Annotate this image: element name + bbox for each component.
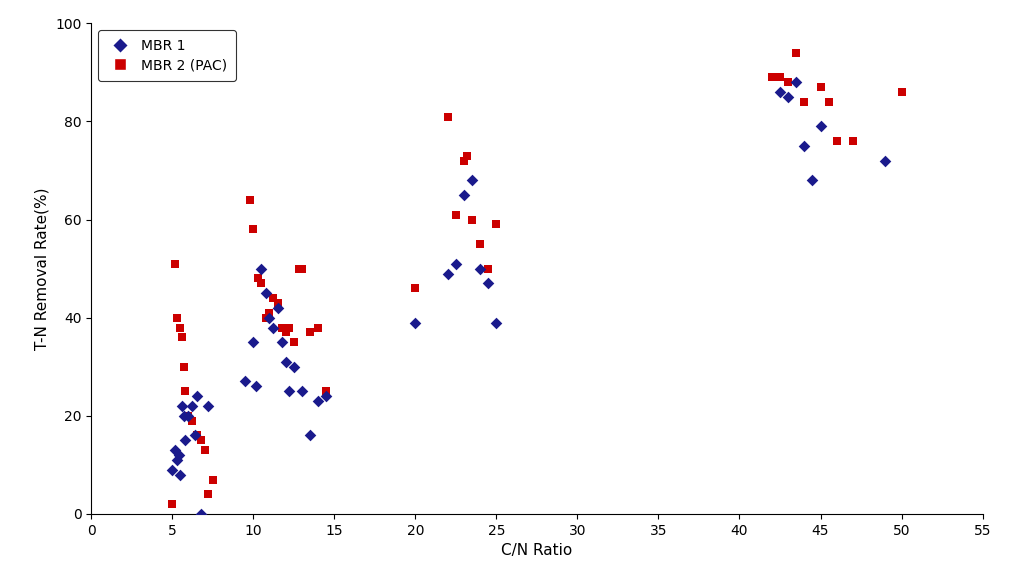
MBR 1 [440, 269, 456, 278]
MBR 1 [200, 401, 216, 411]
MBR 1 [812, 121, 829, 131]
MBR 2 (PAC) [480, 264, 496, 273]
MBR 1 [788, 78, 804, 87]
MBR 2 (PAC) [772, 72, 788, 82]
Y-axis label: T-N Removal Rate(%): T-N Removal Rate(%) [34, 187, 50, 350]
MBR 2 (PAC) [812, 82, 829, 92]
MBR 2 (PAC) [821, 97, 837, 106]
MBR 1 [186, 431, 203, 440]
MBR 2 (PAC) [177, 387, 193, 396]
MBR 2 (PAC) [893, 88, 910, 97]
MBR 2 (PAC) [167, 259, 183, 269]
MBR 1 [264, 323, 281, 332]
MBR 2 (PAC) [275, 323, 291, 332]
MBR 2 (PAC) [440, 112, 456, 121]
MBR 2 (PAC) [407, 284, 423, 293]
MBR 1 [278, 357, 294, 367]
MBR 2 (PAC) [310, 323, 326, 332]
MBR 2 (PAC) [242, 195, 258, 204]
MBR 1 [188, 391, 205, 401]
MBR 2 (PAC) [796, 97, 812, 106]
MBR 2 (PAC) [188, 431, 205, 440]
MBR 1 [164, 465, 180, 474]
MBR 1 [780, 92, 796, 102]
MBR 2 (PAC) [172, 323, 188, 332]
MBR 1 [318, 391, 334, 401]
X-axis label: C/N Ratio: C/N Ratio [501, 543, 572, 558]
MBR 2 (PAC) [183, 416, 200, 425]
MBR 2 (PAC) [205, 475, 221, 484]
MBR 1 [772, 88, 788, 97]
MBR 1 [281, 387, 297, 396]
MBR 1 [170, 450, 186, 460]
MBR 1 [175, 411, 191, 420]
MBR 2 (PAC) [197, 446, 213, 455]
MBR 2 (PAC) [780, 78, 796, 87]
MBR 1 [488, 318, 504, 327]
MBR 2 (PAC) [845, 137, 861, 146]
MBR 2 (PAC) [253, 279, 269, 288]
MBR 1 [302, 431, 318, 440]
MBR 2 (PAC) [245, 225, 261, 234]
MBR 1 [245, 338, 261, 347]
MBR 1 [172, 470, 188, 479]
MBR 2 (PAC) [788, 48, 804, 57]
MBR 1 [261, 313, 278, 322]
MBR 2 (PAC) [472, 239, 488, 249]
MBR 1 [174, 401, 190, 411]
MBR 1 [480, 279, 496, 288]
MBR 1 [275, 338, 291, 347]
MBR 1 [456, 190, 472, 200]
MBR 2 (PAC) [281, 323, 297, 332]
MBR 1 [253, 264, 269, 273]
MBR 1 [167, 446, 183, 455]
MBR 1 [269, 303, 286, 312]
MBR 2 (PAC) [302, 328, 318, 337]
MBR 2 (PAC) [258, 313, 275, 322]
MBR 2 (PAC) [261, 308, 278, 318]
MBR 2 (PAC) [278, 328, 294, 337]
MBR 1 [448, 259, 464, 269]
Legend: MBR 1, MBR 2 (PAC): MBR 1, MBR 2 (PAC) [98, 30, 236, 81]
MBR 2 (PAC) [264, 293, 281, 303]
MBR 2 (PAC) [175, 362, 191, 371]
MBR 2 (PAC) [286, 338, 302, 347]
MBR 1 [248, 382, 264, 391]
MBR 2 (PAC) [250, 274, 266, 283]
MBR 1 [183, 401, 200, 411]
MBR 2 (PAC) [448, 210, 464, 220]
MBR 2 (PAC) [459, 151, 475, 161]
MBR 1 [177, 436, 193, 445]
MBR 2 (PAC) [193, 436, 210, 445]
MBR 2 (PAC) [829, 137, 845, 146]
MBR 1 [169, 456, 185, 465]
MBR 2 (PAC) [464, 215, 480, 224]
MBR 1 [294, 387, 310, 396]
MBR 2 (PAC) [764, 72, 780, 82]
MBR 1 [286, 362, 302, 371]
MBR 1 [804, 176, 821, 185]
MBR 2 (PAC) [269, 298, 286, 308]
MBR 2 (PAC) [169, 313, 185, 322]
MBR 2 (PAC) [318, 387, 334, 396]
MBR 2 (PAC) [180, 411, 197, 420]
MBR 1 [472, 264, 488, 273]
MBR 1 [407, 318, 423, 327]
MBR 2 (PAC) [164, 499, 180, 509]
MBR 2 (PAC) [294, 264, 310, 273]
MBR 2 (PAC) [488, 220, 504, 229]
MBR 2 (PAC) [291, 264, 307, 273]
MBR 1 [258, 288, 275, 298]
MBR 1 [796, 141, 812, 151]
MBR 1 [180, 411, 197, 420]
MBR 2 (PAC) [174, 333, 190, 342]
MBR 1 [237, 377, 253, 386]
MBR 1 [193, 509, 210, 519]
MBR 2 (PAC) [456, 156, 472, 165]
MBR 1 [464, 176, 480, 185]
MBR 2 (PAC) [200, 489, 216, 499]
MBR 1 [310, 397, 326, 406]
MBR 1 [877, 156, 893, 165]
